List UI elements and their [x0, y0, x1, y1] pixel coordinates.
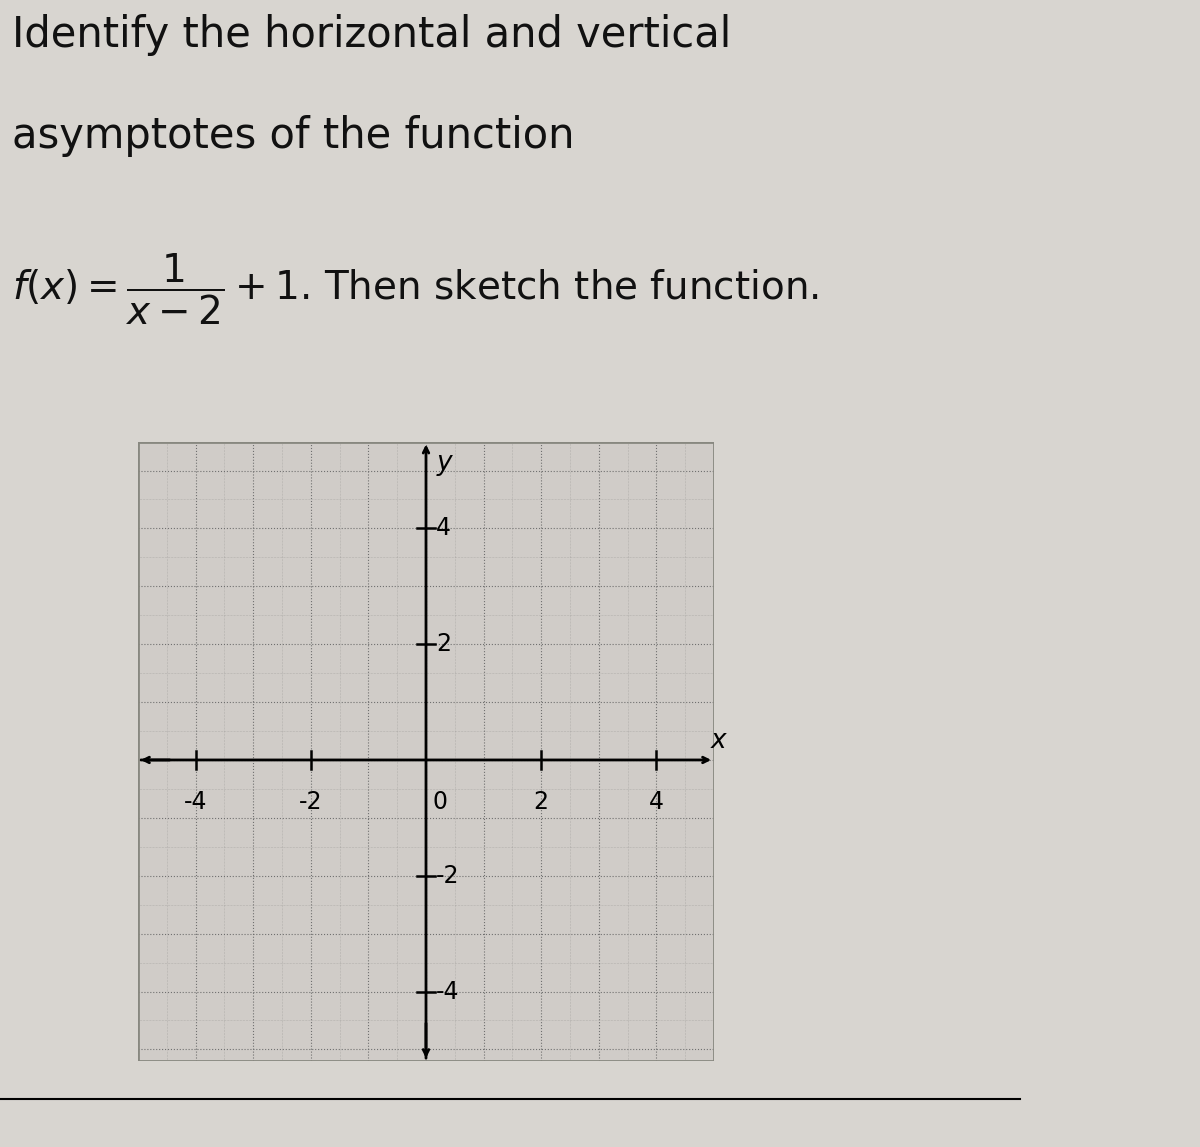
Text: 2: 2 — [437, 632, 451, 656]
Text: -4: -4 — [437, 980, 460, 1004]
Text: -4: -4 — [184, 790, 208, 814]
Text: 4: 4 — [649, 790, 664, 814]
Text: 2: 2 — [534, 790, 548, 814]
Text: y: y — [437, 451, 452, 476]
Text: 0: 0 — [433, 790, 448, 814]
Text: x: x — [712, 728, 727, 755]
Text: -2: -2 — [437, 864, 460, 888]
Text: 4: 4 — [437, 516, 451, 540]
Text: Identify the horizontal and vertical: Identify the horizontal and vertical — [12, 14, 731, 56]
Text: $f(x) = \dfrac{1}{x-2}+1$. Then sketch the function.: $f(x) = \dfrac{1}{x-2}+1$. Then sketch t… — [12, 252, 818, 328]
Text: -2: -2 — [299, 790, 323, 814]
Text: asymptotes of the function: asymptotes of the function — [12, 115, 575, 157]
